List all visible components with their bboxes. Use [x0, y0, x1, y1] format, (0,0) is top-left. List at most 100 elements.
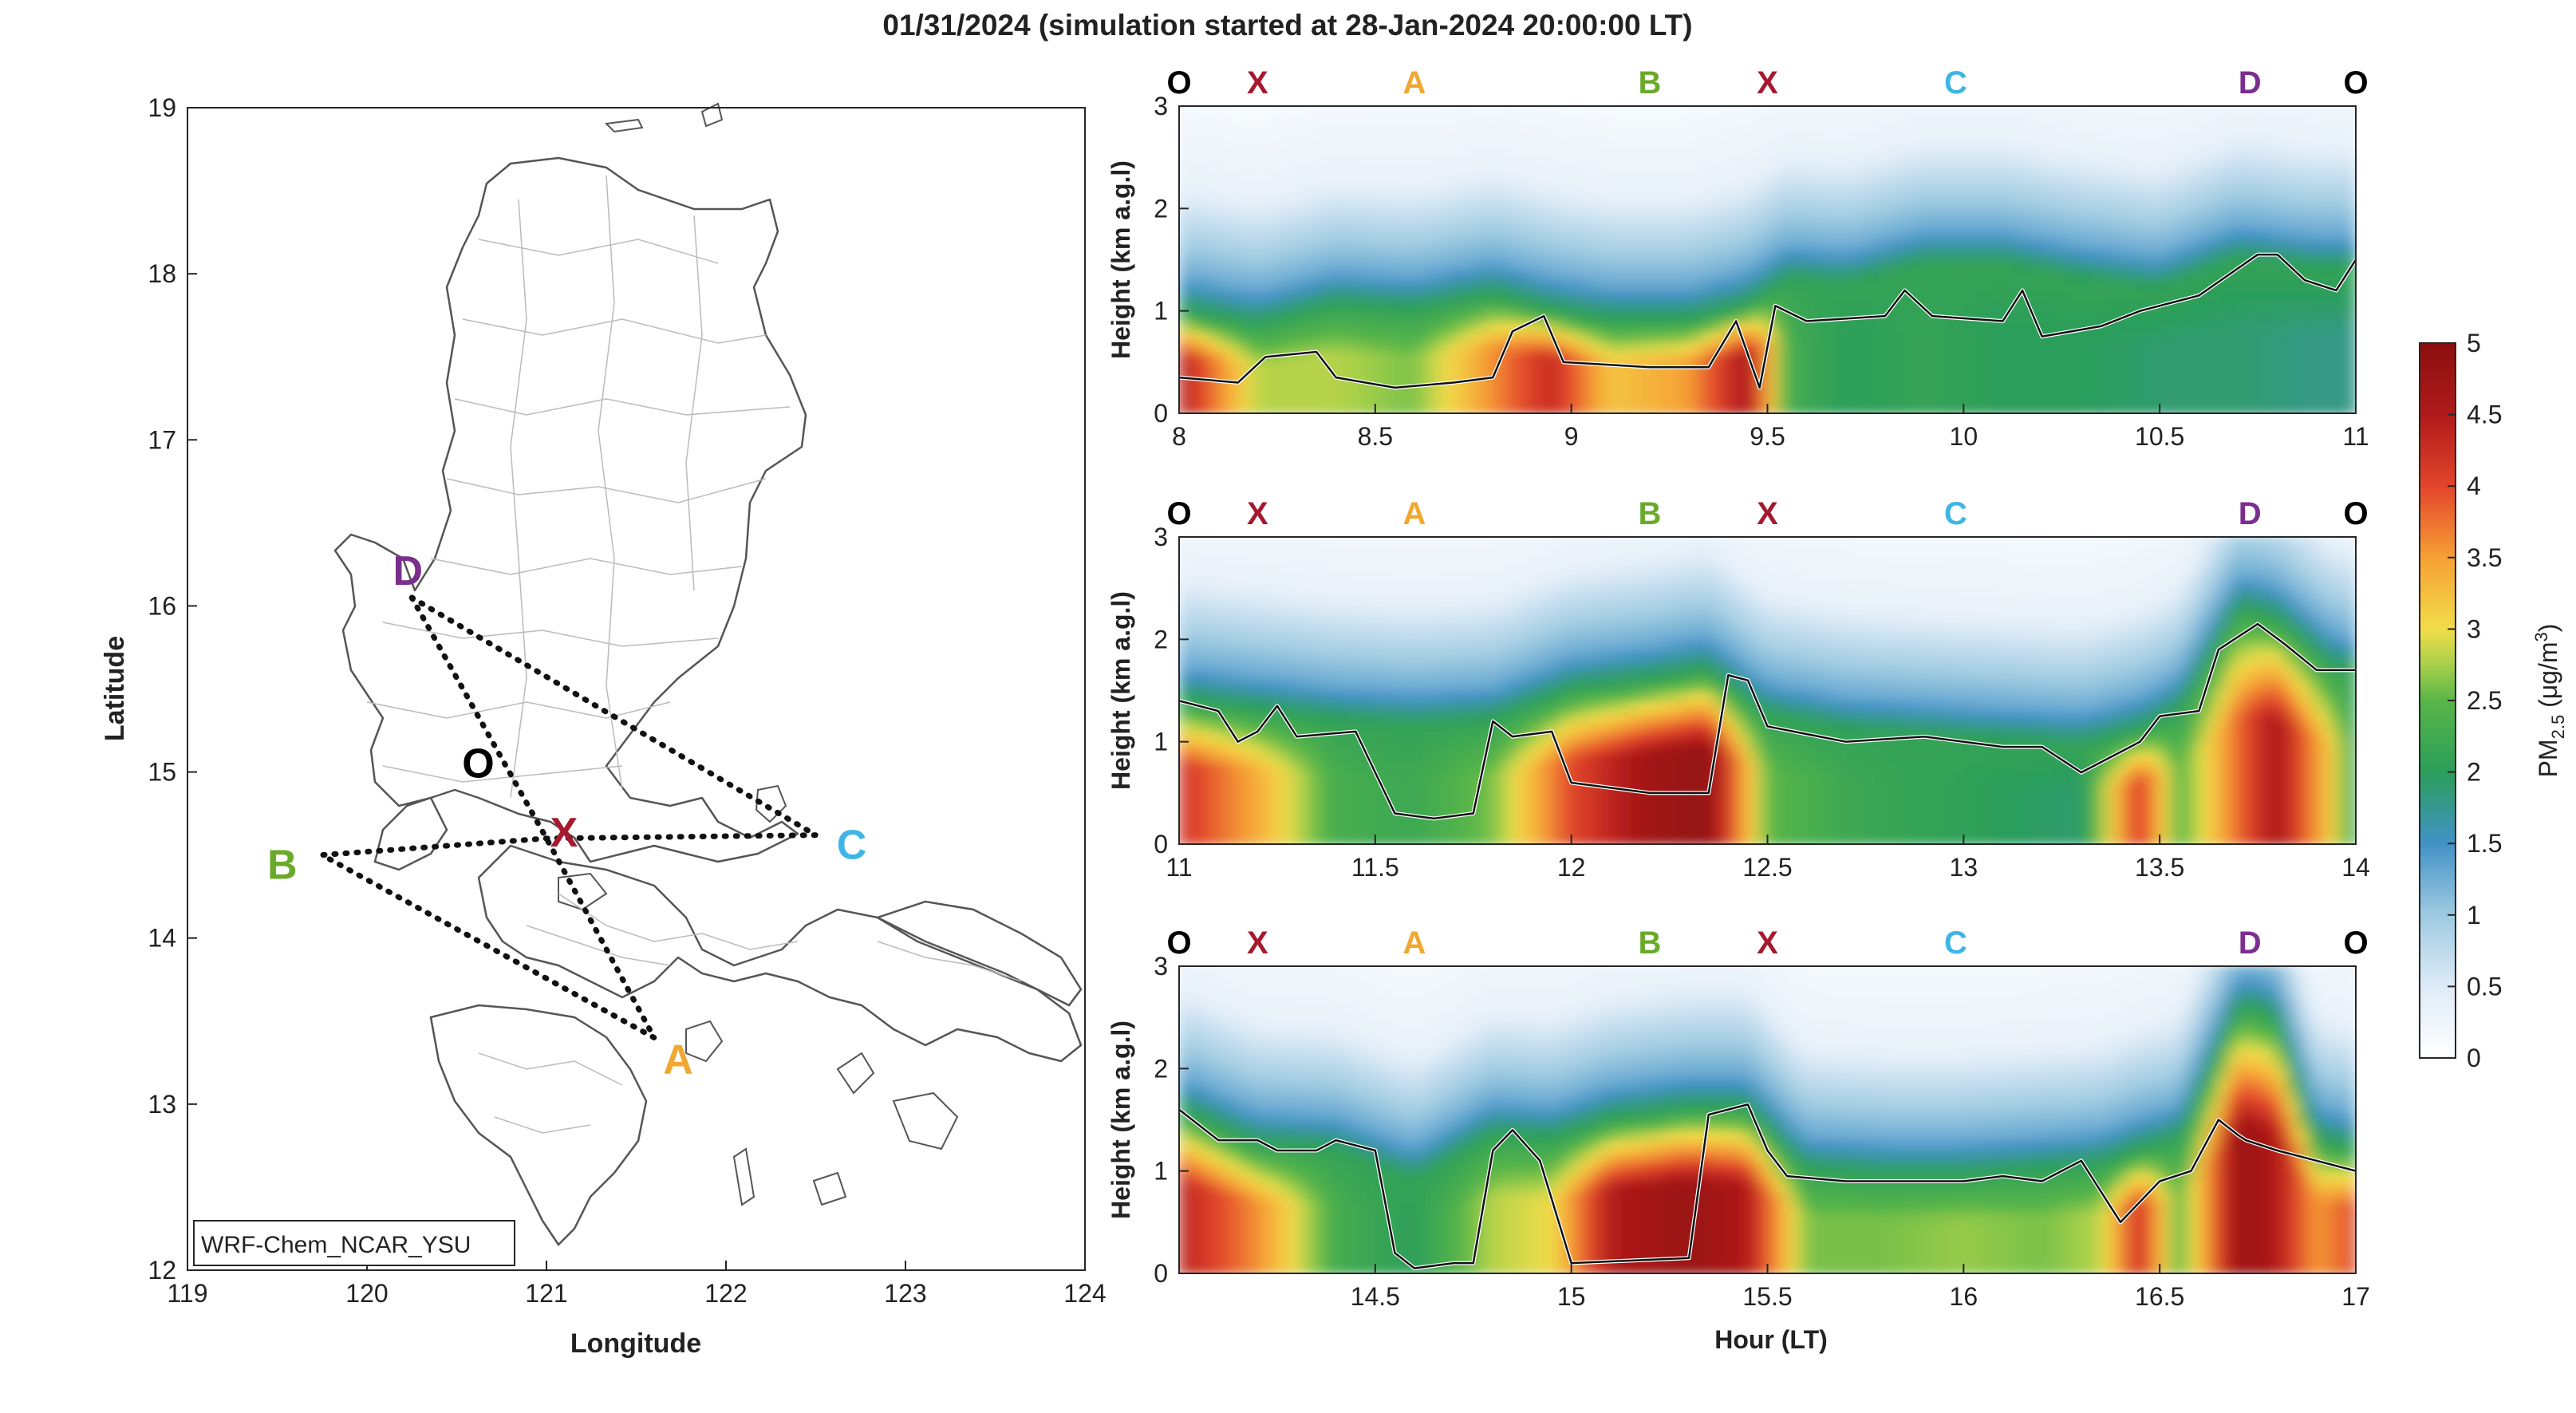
pm25-cell: [2345, 351, 2356, 363]
pm25-cell: [1394, 690, 1406, 702]
pm25-cell: [1992, 207, 2004, 220]
pm25-cell: [1423, 598, 1435, 610]
pm25-cell: [1551, 608, 1563, 620]
pm25-cell: [1482, 228, 1494, 240]
pm25-cell: [1718, 310, 1730, 322]
pm25-cell: [1208, 330, 1220, 343]
pm25-cell: [1806, 372, 1817, 384]
pm25-cell: [1179, 608, 1190, 620]
pm25-cell: [1404, 803, 1415, 815]
pm25-cell: [1747, 290, 1759, 302]
pm25-cell: [1237, 629, 1249, 641]
pm25-cell: [1267, 638, 1278, 651]
pm25-cell: [1296, 207, 1308, 220]
pm25-cell: [2286, 351, 2298, 363]
pm25-cell: [1659, 392, 1671, 405]
pm25-cell: [1473, 547, 1485, 558]
pm25-cell: [1521, 300, 1533, 312]
pm25-cell: [1247, 167, 1259, 179]
pm25-cell: [2218, 239, 2230, 251]
pm25-cell: [1580, 136, 1592, 148]
pm25-cell: [1325, 710, 1337, 722]
pm25-cell: [1923, 372, 1935, 384]
pm25-cell: [1423, 310, 1435, 322]
pm25-cell: [1973, 382, 1984, 394]
pm25-cell: [1943, 321, 1955, 333]
pm25-cell: [1473, 608, 1485, 620]
pm25-cell: [1227, 700, 1239, 712]
pm25-cell: [2286, 310, 2298, 322]
pm25-cell: [1325, 598, 1337, 610]
pm25-cell: [1492, 321, 1504, 333]
pm25-cell: [1532, 136, 1543, 148]
pm25-cell: [1777, 116, 1789, 128]
pm25-cell: [1875, 116, 1886, 128]
pm25-cell: [1590, 167, 1602, 179]
pm25-cell: [1414, 167, 1426, 179]
pm25-cell: [1541, 156, 1553, 168]
pm25-cell: [1777, 321, 1789, 333]
pm25-cell: [1786, 259, 1798, 271]
pm25-cell: [2061, 402, 2073, 413]
pm25-cell: [2188, 361, 2200, 373]
pm25-cell: [1992, 146, 2004, 159]
pm25-cell: [1571, 659, 1582, 671]
pm25-cell: [1580, 761, 1592, 774]
pm25-cell: [1786, 279, 1798, 291]
pm25-cell: [1639, 382, 1651, 394]
pm25-cell: [1414, 720, 1426, 732]
pm25-cell: [1698, 269, 1710, 282]
pm25-cell: [1502, 126, 1513, 138]
pm25-cell: [1404, 618, 1415, 630]
pm25-cell: [1462, 126, 1474, 138]
pm25-cell: [1669, 126, 1680, 138]
pm25-cell: [1267, 680, 1278, 692]
pm25-cell: [1473, 598, 1485, 610]
pm25-cell: [1267, 823, 1278, 835]
pm25-cell: [1296, 156, 1308, 168]
pm25-cell: [2227, 392, 2239, 405]
pm25-cell: [1698, 249, 1710, 261]
pm25-cell: [2198, 300, 2210, 312]
pm25-cell: [2129, 382, 2141, 394]
pm25-cell: [1286, 577, 1298, 590]
pm25-cell: [1571, 710, 1582, 722]
pm25-cell: [1365, 300, 1376, 312]
pm25-cell: [1237, 710, 1249, 722]
pm25-cell: [1355, 351, 1367, 363]
pm25-cell: [1267, 228, 1278, 240]
pm25-cell: [1394, 649, 1406, 661]
pm25-cell: [1375, 310, 1387, 322]
pm25-cell: [1727, 269, 1739, 282]
pm25-cell: [2277, 279, 2288, 291]
pm25-cell: [1659, 136, 1671, 148]
pm25-cell: [1884, 402, 1896, 413]
pm25-cell: [2120, 156, 2132, 168]
pm25-cell: [1610, 259, 1622, 271]
pm25-cell: [1629, 136, 1641, 148]
pm25-cell: [1649, 300, 1661, 312]
pm25-cell: [1541, 126, 1553, 138]
pm25-cell: [1325, 198, 1337, 210]
pm25-cell: [1482, 106, 1494, 117]
pm25-cell: [1649, 249, 1661, 261]
pm25-cell: [1217, 351, 1229, 363]
pm25-cell: [1375, 351, 1387, 363]
pm25-cell: [1227, 557, 1239, 569]
pm25-cell: [1256, 587, 1268, 599]
pm25-cell: [1198, 310, 1209, 322]
pm25-cell: [1276, 638, 1288, 651]
pm25-cell: [1188, 741, 1200, 753]
pm25-cell: [1237, 402, 1249, 413]
pm25-cell: [1747, 269, 1759, 282]
pm25-cell: [1306, 300, 1318, 312]
pm25-cell: [1188, 361, 1200, 373]
pm25-cell: [2051, 207, 2063, 220]
pm25-cell: [2159, 372, 2171, 384]
pm25-cell: [1375, 823, 1387, 835]
pm25-cell: [2238, 156, 2249, 168]
pm25-cell: [1600, 300, 1611, 312]
pm25-cell: [1335, 803, 1347, 815]
pm25-cell: [1267, 547, 1278, 558]
pm25-cell: [2110, 156, 2121, 168]
